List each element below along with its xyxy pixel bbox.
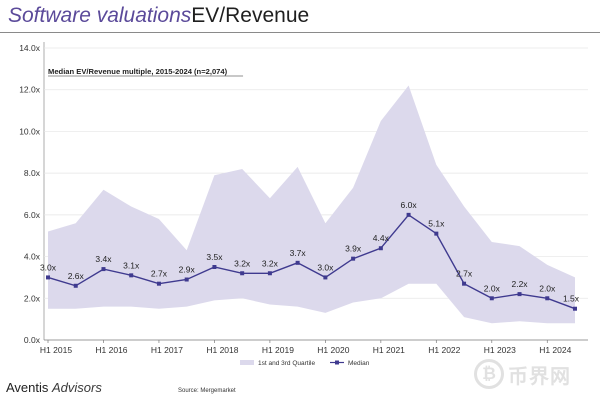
title-accent: Software valuations <box>8 4 192 27</box>
data-label: 3.0x <box>317 262 334 272</box>
bitcoin-icon: ₿ <box>474 359 504 389</box>
chart-subtitle: Median EV/Revenue multiple, 2015-2024 (n… <box>48 67 228 76</box>
median-marker <box>212 265 217 269</box>
data-label: 1.5x <box>563 294 580 304</box>
x-tick-label: H1 2024 <box>539 345 571 355</box>
y-tick-label: 12.0x <box>19 85 41 95</box>
x-tick-label: H1 2017 <box>151 345 183 355</box>
data-label: 3.5x <box>206 252 223 262</box>
median-marker <box>129 273 134 278</box>
median-marker <box>73 283 78 288</box>
median-marker <box>406 212 411 217</box>
watermark: ₿ 币界网 <box>474 356 594 392</box>
median-marker <box>323 275 328 280</box>
median-marker <box>489 296 494 301</box>
y-tick-label: 8.0x <box>24 168 41 178</box>
y-tick-label: 14.0x <box>19 43 41 53</box>
title-main: EV/Revenue <box>191 4 310 27</box>
x-tick-label: H1 2018 <box>206 345 238 355</box>
legend-band-label: 1st and 3rd Quartile <box>258 360 315 367</box>
data-label: 3.2x <box>234 258 251 268</box>
y-tick-label: 4.0x <box>24 252 41 262</box>
quartile-band-area <box>48 85 575 324</box>
brand-part2: Advisors <box>52 380 102 395</box>
median-marker <box>101 267 106 272</box>
data-label: 2.9x <box>179 265 196 275</box>
title-divider <box>0 32 600 33</box>
data-label: 4.4x <box>373 233 390 243</box>
data-label: 6.0x <box>401 200 418 210</box>
x-tick-label: H1 2015 <box>40 345 72 355</box>
median-marker <box>267 271 272 276</box>
legend-median-marker <box>335 360 339 365</box>
median-marker <box>462 281 467 286</box>
x-tick-label: H1 2019 <box>262 345 294 355</box>
median-marker <box>545 296 550 301</box>
median-marker <box>378 246 383 251</box>
data-label: 3.2x <box>262 258 279 268</box>
data-label: 3.0x <box>40 262 57 272</box>
y-tick-label: 6.0x <box>24 210 41 220</box>
median-marker <box>351 256 356 261</box>
data-label: 5.1x <box>428 219 445 229</box>
median-marker <box>434 231 439 236</box>
page-title: Software valuationsEV/Revenue <box>8 4 309 28</box>
x-tick-label: H1 2020 <box>317 345 349 355</box>
watermark-text: 币界网 <box>508 365 571 388</box>
median-line <box>47 213 576 310</box>
data-label: 2.7x <box>456 269 473 279</box>
source-note: Source: Mergemarket <box>178 388 236 394</box>
x-tick-label: H1 2021 <box>373 345 405 355</box>
data-label: 2.7x <box>151 269 168 279</box>
median-marker <box>295 260 300 265</box>
data-label: 3.9x <box>345 244 362 254</box>
y-tick-label: 0.0x <box>24 335 41 345</box>
data-label: 2.0x <box>484 283 501 293</box>
x-tick-label: H1 2016 <box>95 345 127 355</box>
data-label: 3.4x <box>95 254 112 264</box>
y-tick-label: 10.0x <box>19 126 41 136</box>
legend-band-swatch <box>240 360 254 365</box>
median-marker <box>517 292 522 297</box>
x-tick-label: H1 2022 <box>428 345 460 355</box>
median-marker <box>156 281 161 286</box>
data-label: 2.2x <box>511 279 528 289</box>
data-label: 2.6x <box>68 271 85 281</box>
median-marker <box>240 271 245 276</box>
data-label: 2.0x <box>539 283 556 293</box>
legend-median-label: Median <box>348 360 370 367</box>
data-label: 3.7x <box>290 248 307 258</box>
brand-logo: Aventis Advisors <box>6 380 102 395</box>
median-marker <box>46 275 50 280</box>
brand-part1: Aventis <box>6 380 53 395</box>
data-label: 3.1x <box>123 260 140 270</box>
median-marker <box>573 306 577 311</box>
y-tick-label: 2.0x <box>24 293 41 303</box>
median-marker <box>184 277 189 282</box>
x-tick-label: H1 2023 <box>484 345 516 355</box>
